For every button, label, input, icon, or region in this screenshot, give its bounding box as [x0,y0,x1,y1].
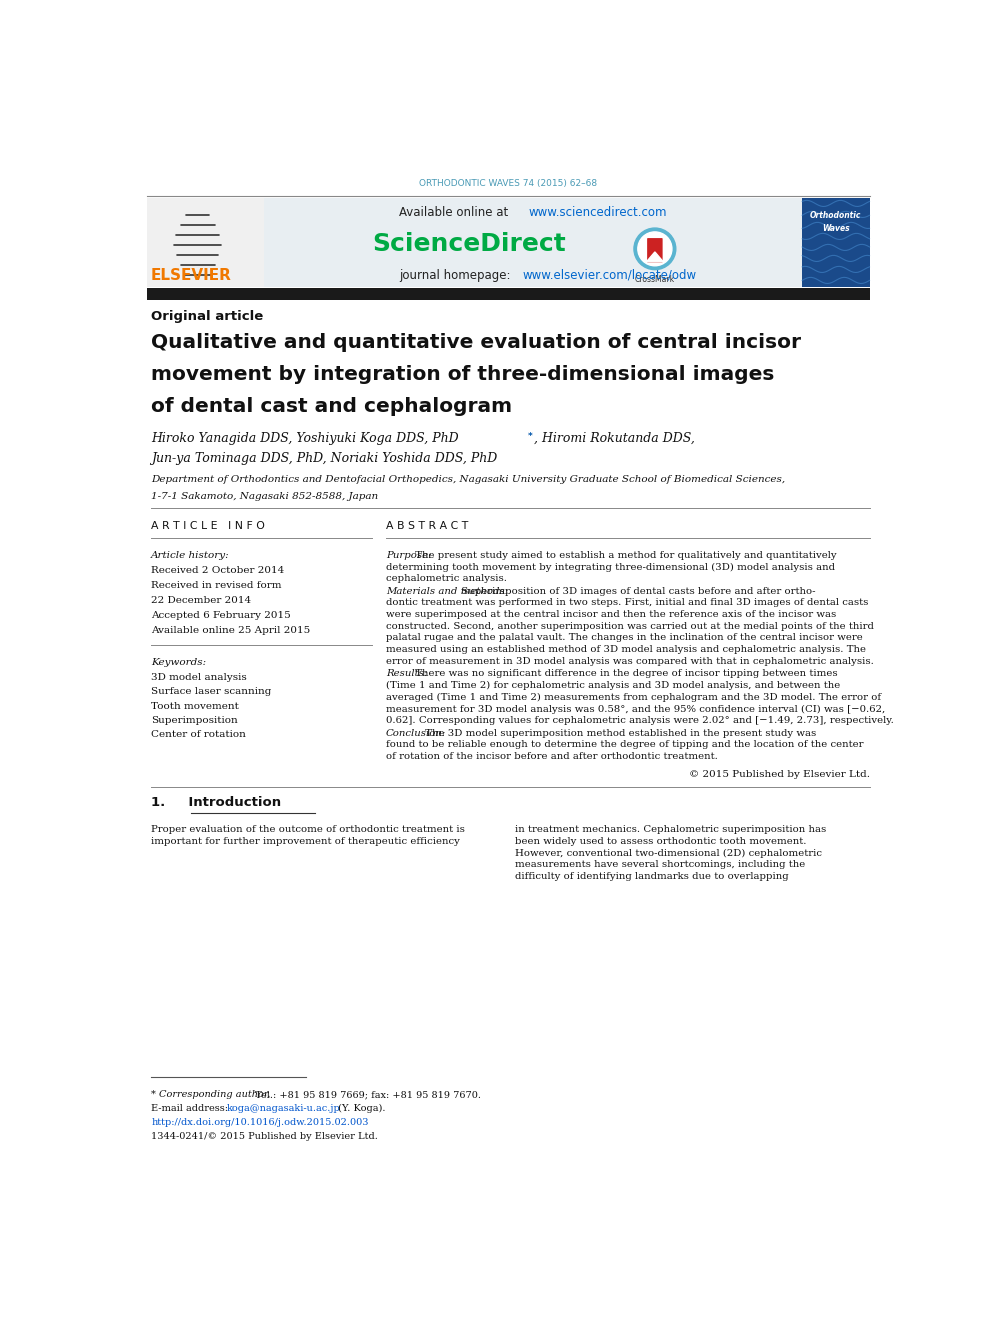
Text: However, conventional two-dimensional (2D) cephalometric: However, conventional two-dimensional (2… [516,848,822,857]
Text: © 2015 Published by Elsevier Ltd.: © 2015 Published by Elsevier Ltd. [688,770,870,779]
Text: Available online 25 April 2015: Available online 25 April 2015 [151,626,310,635]
Text: 0.62]. Corresponding values for cephalometric analysis were 2.02° and [−1.49, 2.: 0.62]. Corresponding values for cephalom… [386,716,894,725]
Text: Qualitative and quantitative evaluation of central incisor: Qualitative and quantitative evaluation … [151,333,802,352]
FancyBboxPatch shape [147,198,803,287]
Text: found to be reliable enough to determine the degree of tipping and the location : found to be reliable enough to determine… [386,741,863,749]
Text: in treatment mechanics. Cephalometric superimposition has: in treatment mechanics. Cephalometric su… [516,826,826,835]
Text: Purpose:: Purpose: [386,550,432,560]
Text: CrossMark: CrossMark [635,275,675,284]
Text: E-mail address:: E-mail address: [151,1105,231,1114]
Text: Conclusion:: Conclusion: [386,729,446,737]
Text: Available online at: Available online at [399,206,512,218]
Text: Received 2 October 2014: Received 2 October 2014 [151,566,285,574]
Text: Jun-ya Tominaga DDS, PhD, Noriaki Yoshida DDS, PhD: Jun-ya Tominaga DDS, PhD, Noriaki Yoshid… [151,452,497,466]
Text: Department of Orthodontics and Dentofacial Orthopedics, Nagasaki University Grad: Department of Orthodontics and Dentofaci… [151,475,786,484]
Text: ELSEVIER: ELSEVIER [151,267,232,283]
Text: palatal rugae and the palatal vault. The changes in the inclination of the centr: palatal rugae and the palatal vault. The… [386,634,863,643]
Text: Hiroko Yanagida DDS, Yoshiyuki Koga DDS, PhD: Hiroko Yanagida DDS, Yoshiyuki Koga DDS,… [151,433,458,445]
FancyBboxPatch shape [803,198,870,287]
Text: *: * [151,1090,159,1099]
Text: Received in revised form: Received in revised form [151,581,282,590]
Text: Original article: Original article [151,311,263,323]
Text: difficulty of identifying landmarks due to overlapping: difficulty of identifying landmarks due … [516,872,789,881]
Text: 1344-0241/© 2015 Published by Elsevier Ltd.: 1344-0241/© 2015 Published by Elsevier L… [151,1132,378,1140]
Text: were superimposed at the central incisor and then the reference axis of the inci: were superimposed at the central incisor… [386,610,836,619]
Text: movement by integration of three-dimensional images: movement by integration of three-dimensi… [151,365,775,384]
Text: www.elsevier.com/locate/odw: www.elsevier.com/locate/odw [523,269,696,282]
Text: (Y. Koga).: (Y. Koga). [335,1105,385,1114]
Text: (Time 1 and Time 2) for cephalometric analysis and 3D model analysis, and betwee: (Time 1 and Time 2) for cephalometric an… [386,681,840,691]
Text: Tel.: +81 95 819 7669; fax: +81 95 819 7670.: Tel.: +81 95 819 7669; fax: +81 95 819 7… [252,1090,481,1099]
Text: ScienceDirect: ScienceDirect [372,232,565,255]
Text: measurement for 3D model analysis was 0.58°, and the 95% confidence interval (CI: measurement for 3D model analysis was 0.… [386,704,885,713]
FancyBboxPatch shape [647,238,663,263]
Text: 1.     Introduction: 1. Introduction [151,796,282,808]
Text: journal homepage:: journal homepage: [399,269,515,282]
Text: Surface laser scanning: Surface laser scanning [151,688,272,696]
Text: *: * [528,433,533,441]
Text: constructed. Second, another superimposition was carried out at the medial point: constructed. Second, another superimposi… [386,622,874,631]
Text: measurements have several shortcomings, including the: measurements have several shortcomings, … [516,860,806,869]
Text: determining tooth movement by integrating three-dimensional (3D) model analysis : determining tooth movement by integratin… [386,562,835,572]
Polygon shape [647,251,664,262]
Text: 1-7-1 Sakamoto, Nagasaki 852-8588, Japan: 1-7-1 Sakamoto, Nagasaki 852-8588, Japan [151,492,378,501]
Text: been widely used to assess orthodontic tooth movement.: been widely used to assess orthodontic t… [516,837,806,845]
Text: cephalometric analysis.: cephalometric analysis. [386,574,507,583]
Text: Accepted 6 February 2015: Accepted 6 February 2015 [151,611,291,619]
Text: The 3D model superimposition method established in the present study was: The 3D model superimposition method esta… [422,729,816,737]
Text: averaged (Time 1 and Time 2) measurements from cephalogram and the 3D model. The: averaged (Time 1 and Time 2) measurement… [386,693,881,701]
Text: http://dx.doi.org/10.1016/j.odw.2015.02.003: http://dx.doi.org/10.1016/j.odw.2015.02.… [151,1118,369,1127]
Text: of rotation of the incisor before and after orthodontic treatment.: of rotation of the incisor before and af… [386,751,718,761]
Circle shape [638,232,672,266]
Text: important for further improvement of therapeutic efficiency: important for further improvement of the… [151,837,460,845]
Text: Orthodontic: Orthodontic [810,212,861,220]
Text: Proper evaluation of the outcome of orthodontic treatment is: Proper evaluation of the outcome of orth… [151,826,465,835]
Text: A R T I C L E   I N F O: A R T I C L E I N F O [151,521,265,532]
FancyBboxPatch shape [147,288,870,300]
Text: , Hiromi Rokutanda DDS,: , Hiromi Rokutanda DDS, [534,433,694,445]
Text: Waves: Waves [822,224,850,233]
Text: dontic treatment was performed in two steps. First, initial and final 3D images : dontic treatment was performed in two st… [386,598,868,607]
Circle shape [634,228,676,270]
Text: error of measurement in 3D model analysis was compared with that in cephalometri: error of measurement in 3D model analysi… [386,656,874,665]
Text: measured using an established method of 3D model analysis and cephalometric anal: measured using an established method of … [386,646,866,654]
Text: 22 December 2014: 22 December 2014 [151,595,251,605]
Text: Keywords:: Keywords: [151,659,206,668]
Text: Tooth movement: Tooth movement [151,701,239,710]
Text: Superimposition of 3D images of dental casts before and after ortho-: Superimposition of 3D images of dental c… [457,586,815,595]
Text: A B S T R A C T: A B S T R A C T [386,521,468,532]
Text: 3D model analysis: 3D model analysis [151,673,247,683]
Text: Corresponding author.: Corresponding author. [159,1090,271,1099]
Text: Article history:: Article history: [151,550,230,560]
Text: ORTHODONTIC WAVES 74 (2015) 62–68: ORTHODONTIC WAVES 74 (2015) 62–68 [420,179,597,188]
Text: Superimposition: Superimposition [151,716,238,725]
Text: Materials and methods:: Materials and methods: [386,586,508,595]
Text: The present study aimed to establish a method for qualitatively and quantitative: The present study aimed to establish a m… [412,550,836,560]
Text: koga@nagasaki-u.ac.jp: koga@nagasaki-u.ac.jp [226,1105,340,1114]
Text: www.sciencedirect.com: www.sciencedirect.com [529,206,667,218]
Text: Results:: Results: [386,669,428,679]
Text: There was no significant difference in the degree of incisor tipping between tim: There was no significant difference in t… [412,669,837,679]
FancyBboxPatch shape [147,198,264,287]
Text: Center of rotation: Center of rotation [151,730,246,740]
Text: of dental cast and cephalogram: of dental cast and cephalogram [151,397,512,417]
